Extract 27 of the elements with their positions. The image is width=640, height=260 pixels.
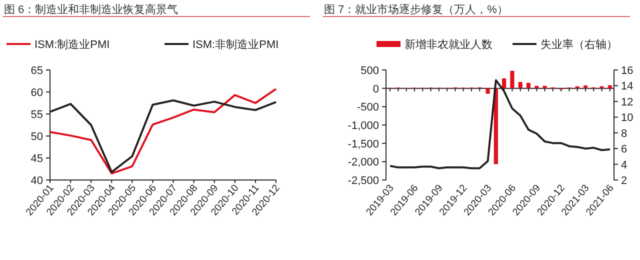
y2-tick-label: 12 (621, 96, 634, 108)
y-tick-label: -2,000 (348, 156, 379, 169)
legend-label: 失业率（右轴） (540, 38, 618, 51)
y-tick-label: 55 (30, 109, 43, 121)
y-tick-label: 40 (30, 175, 43, 187)
y-tick-label: -2,500 (348, 175, 379, 187)
y2-tick-label: 14 (621, 80, 634, 93)
y-tick-label: 65 (30, 65, 43, 77)
y-tick-label: 60 (30, 87, 43, 99)
y-tick-label: 50 (30, 131, 43, 143)
y2-tick-label: 8 (621, 128, 628, 140)
y2-tick-label: 6 (621, 144, 628, 156)
y2-tick-label: 16 (621, 65, 634, 77)
y2-tick-label: 2 (621, 175, 628, 187)
chart-title: 图 7：就业市场逐步修复（万人，%） (324, 3, 508, 16)
legend-label: 新增非农就业人数 (404, 38, 492, 51)
legend-label: ISM:制造业PMI (34, 38, 110, 51)
y-tick-label: -1,000 (348, 120, 379, 132)
y-tick-label: 0 (372, 83, 379, 96)
y-tick-label: -1,500 (348, 138, 379, 150)
y-tick-label: 45 (30, 153, 43, 165)
chart-title: 图 6：制造业和非制造业恢复高景气 (4, 3, 178, 16)
y2-tick-label: 10 (621, 112, 634, 124)
y2-tick-label: 4 (621, 159, 628, 172)
y-tick-label: 500 (360, 65, 379, 77)
legend-label: ISM:非制造业PMI (192, 38, 279, 51)
y-tick-label: -500 (356, 102, 379, 114)
